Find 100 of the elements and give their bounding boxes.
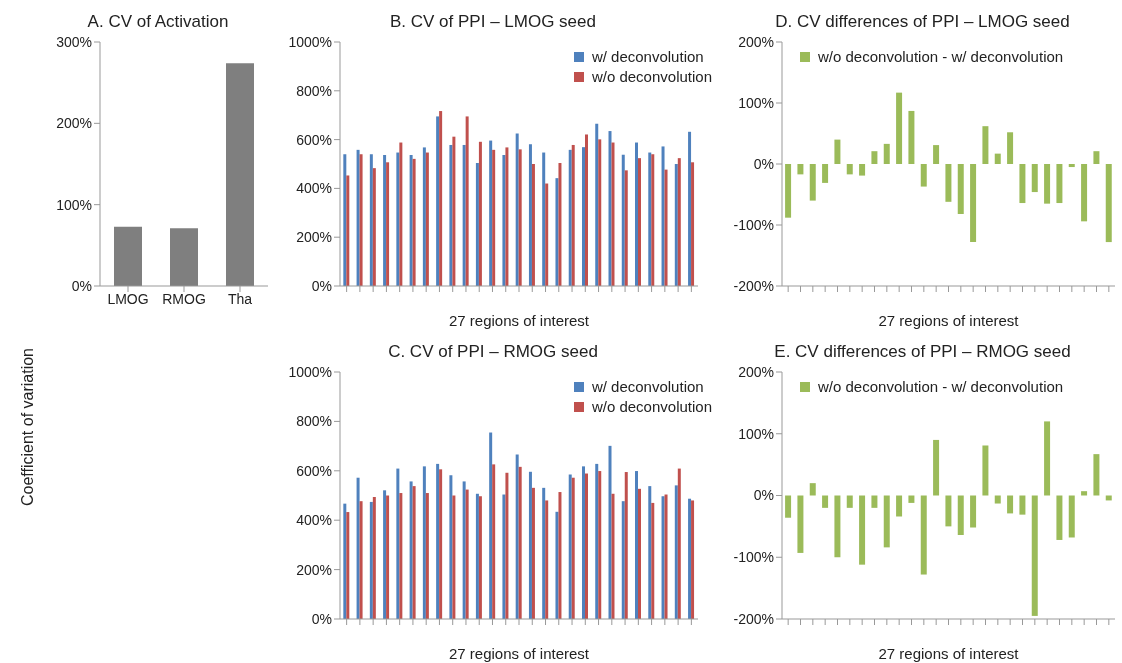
bar [982,445,989,496]
bar [412,486,416,619]
y-tick-label: 100% [738,94,774,111]
bar [558,492,562,619]
bar [785,164,792,218]
bar [621,154,625,286]
bar [462,144,466,286]
y-tick-label: -200% [733,277,774,294]
bar [957,495,964,536]
x-tick-label: RMOG [162,290,206,307]
bar [1068,495,1075,538]
bar [859,164,866,176]
bar [1056,495,1063,540]
bar [515,454,519,619]
bar [369,501,373,619]
bar [489,140,493,286]
bar [409,481,413,619]
bar [489,432,493,619]
bar [621,501,625,619]
bar [1105,164,1112,243]
bar [638,488,642,619]
bar [584,473,588,619]
bar [611,493,615,619]
bar [568,149,572,286]
bar [372,168,376,286]
bar [449,144,453,286]
bar [581,466,585,619]
y-tick-label: 0% [311,610,332,627]
bar [422,466,426,619]
bar [571,144,575,286]
y-tick-label: 200% [56,115,92,132]
bar [608,131,612,286]
legend-label: w/o deconvolution - w/ deconvolution [818,48,1064,65]
chart-title: A. CV of Activation [86,12,230,32]
y-tick-label: 300% [56,33,92,50]
bar [1068,164,1075,168]
bar [691,162,695,286]
chart-title: D. CV differences of PPI – LMOG seed [774,12,1071,32]
bar [933,439,940,496]
bar [359,154,363,286]
y-tick-label: 600% [296,131,332,148]
y-axis-title: Coefficient of variation [19,347,37,508]
bar [383,490,387,619]
x-axis-title: 27 regions of interest [877,645,1020,662]
bar [359,501,363,619]
bar [452,495,456,619]
bar [346,175,350,286]
y-tick-label: -200% [733,610,774,627]
bar [1031,164,1038,193]
bar [386,495,390,619]
x-tick-label: Tha [227,290,253,307]
bar [638,158,642,286]
bar [920,495,927,575]
bar [624,170,628,286]
bar [1044,164,1051,204]
bar [528,471,532,619]
y-tick-label: -100% [733,549,774,566]
bar [595,463,599,619]
bar [343,503,347,619]
x-axis-title: 27 regions of interest [447,312,591,329]
bar [957,164,964,215]
legend-label: w/o deconvolution - w/ deconvolution [818,378,1064,395]
y-tick-label: 200% [296,229,332,246]
bar [677,468,681,619]
bar [834,139,841,164]
bar [809,164,816,201]
x-axis-title: 27 regions of interest [877,312,1020,329]
bar [545,500,549,619]
bar [822,164,829,183]
bar [558,163,562,286]
bar [677,158,681,286]
bar [1019,495,1026,515]
bar [664,169,668,286]
bar [356,149,360,286]
bar [994,495,1001,504]
bar [399,493,403,619]
bar [518,466,522,619]
bar [859,495,866,565]
bar [661,146,665,286]
chart-title: C. CV of PPI – RMOG seed [387,342,599,362]
bar [436,463,440,619]
bar [584,134,588,286]
y-tick-label: 200% [296,561,332,578]
bar [1093,454,1100,496]
bar [502,494,506,619]
bar [871,151,878,164]
bar [555,178,559,286]
bar [785,495,792,518]
y-tick-label: 100% [56,196,92,213]
bar [356,477,360,619]
y-tick-label: 400% [296,512,332,529]
bar [970,164,977,243]
bar [545,183,549,286]
y-tick-label: 600% [296,462,332,479]
bar [425,493,429,619]
bar [502,154,506,286]
bar [1031,495,1038,616]
bar [1093,151,1100,164]
bar [439,469,443,619]
bar [648,486,652,619]
